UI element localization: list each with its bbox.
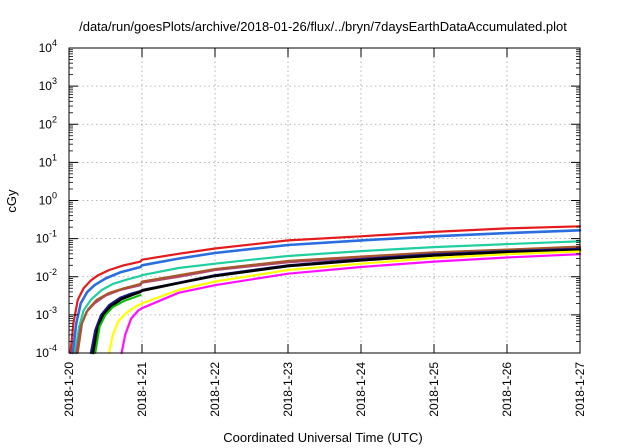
x-tick-label: 2018-1-24 — [354, 362, 368, 417]
series-group — [69, 225, 582, 355]
x-tick-label: 2018-1-27 — [573, 362, 587, 417]
y-tick-label: 103 — [39, 76, 57, 93]
x-tick-label: 2018-1-21 — [135, 362, 149, 417]
series-line-7 — [91, 248, 582, 355]
y-tick-label: 102 — [39, 114, 57, 131]
series-line-1 — [69, 225, 582, 355]
series-line-10 — [120, 253, 582, 355]
grid — [69, 48, 580, 353]
x-tick-label: 2018-1-26 — [500, 362, 514, 417]
x-axis-label: Coordinated Universal Time (UTC) — [223, 430, 422, 445]
y-tick-label: 104 — [39, 38, 57, 55]
x-tick-label: 2018-1-23 — [281, 362, 295, 417]
y-tick-label: 10-4 — [36, 343, 57, 360]
chart-title: /data/run/goesPlots/archive/2018-01-26/f… — [79, 19, 567, 34]
series-line-9 — [108, 250, 582, 355]
y-tick-labels: 10-4 10-3 10-2 10-1 100 101 102 103 104 — [36, 38, 57, 360]
x-tick-labels: 2018-1-20 2018-1-21 2018-1-22 2018-1-23 2018… — [62, 362, 587, 417]
x-tick-label: 2018-1-25 — [427, 362, 441, 417]
series-line-3 — [73, 240, 582, 355]
y-axis-label: cGy — [4, 189, 19, 213]
x-tick-label: 2018-1-20 — [62, 362, 76, 417]
y-tick-label: 10-3 — [36, 305, 57, 322]
y-tick-label: 101 — [39, 152, 57, 169]
y-tick-label: 100 — [39, 191, 57, 208]
y-tick-label: 10-1 — [36, 229, 57, 246]
x-tick-label: 2018-1-22 — [208, 362, 222, 417]
series-line-8 — [94, 294, 142, 354]
y-tick-label: 10-2 — [36, 267, 57, 284]
ticks — [68, 47, 581, 354]
series-line-2 — [71, 229, 582, 355]
series-line-5 — [76, 245, 581, 354]
